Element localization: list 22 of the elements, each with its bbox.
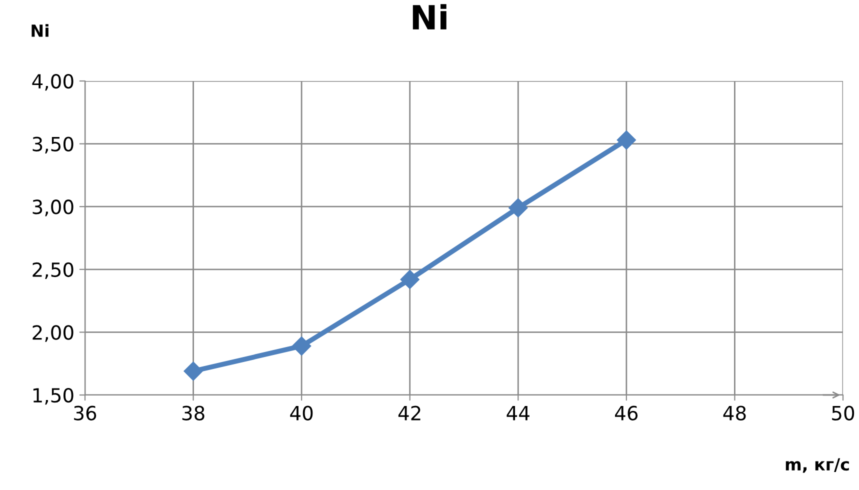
- x-tick-label: 42: [398, 406, 420, 420]
- point: [184, 362, 203, 381]
- x-tick-label: 50: [832, 406, 854, 420]
- x-tick-label: 48: [723, 406, 746, 420]
- x-tick-label: 44: [506, 406, 530, 420]
- point: [508, 198, 528, 218]
- y-tick-label: 2,50: [32, 262, 74, 280]
- x-tick-label: 38: [182, 406, 204, 420]
- x-tick-label: 46: [615, 406, 638, 420]
- y-tick-label: 1,50: [33, 388, 74, 405]
- x-axis-title: m, кг/с: [786, 458, 849, 473]
- x-tick-label: 36: [74, 406, 96, 420]
- point: [400, 270, 420, 289]
- y-tick-label: 2,00: [32, 325, 74, 342]
- x-tick-label: 40: [290, 406, 313, 420]
- point: [616, 130, 636, 150]
- point: [292, 336, 312, 356]
- y-tick-label: 3,00: [32, 200, 74, 216]
- chart-title: Ni: [412, 4, 446, 30]
- y-axis-title: Ni: [32, 24, 48, 37]
- y-tick-label: 3,50: [32, 136, 74, 154]
- y-tick-label: 4,00: [32, 74, 74, 91]
